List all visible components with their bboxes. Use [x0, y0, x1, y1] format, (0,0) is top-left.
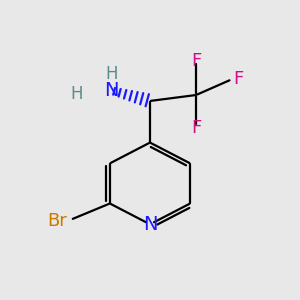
Text: N: N [104, 81, 118, 100]
Text: F: F [191, 52, 201, 70]
Text: F: F [191, 119, 201, 137]
Text: H: H [70, 85, 83, 103]
Text: H: H [105, 65, 118, 83]
Text: F: F [233, 70, 244, 88]
Text: N: N [143, 215, 157, 234]
Text: Br: Br [47, 212, 67, 230]
